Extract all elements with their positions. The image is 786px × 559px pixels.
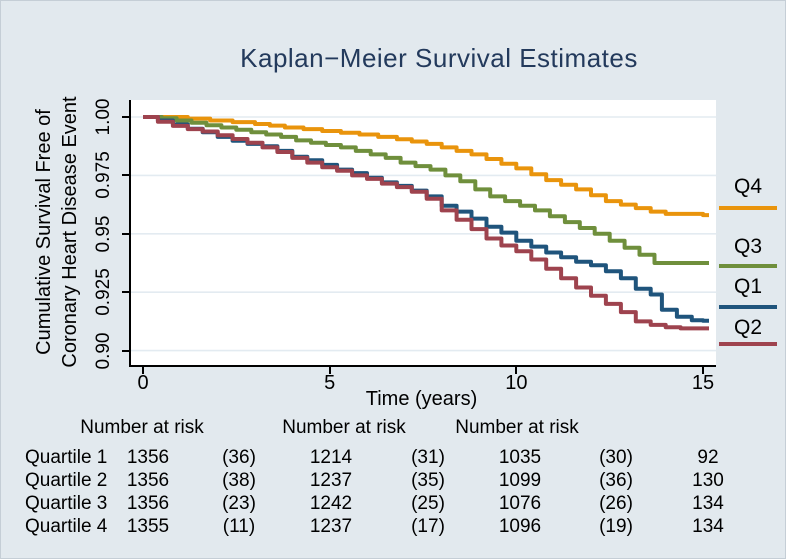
x-tick-label: 5 (324, 372, 336, 394)
risk-cell: (30) (599, 447, 633, 468)
risk-cell: 134 (692, 493, 724, 514)
y-tick-mark (122, 349, 130, 352)
plot-area (129, 100, 716, 367)
risk-cell: (17) (411, 516, 445, 537)
risk-cell: (36) (599, 470, 633, 491)
risk-row-label: Quartile 3 (25, 493, 108, 514)
risk-cell: 1214 (309, 447, 353, 468)
risk-cell: 1237 (309, 516, 353, 537)
y-axis-title-line1: Cumulative Survival Free of (33, 109, 55, 355)
x-axis-title: Time (years) (365, 388, 478, 410)
x-tick-mark (702, 367, 704, 374)
y-tick-mark (122, 291, 130, 294)
risk-cell: (31) (411, 447, 445, 468)
risk-table-header-1: Number at risk (80, 417, 204, 438)
risk-row-label: Quartile 2 (25, 470, 108, 491)
y-tick-mark (122, 174, 130, 177)
legend-line-q1 (719, 305, 777, 309)
legend-label-q4: Q4 (733, 175, 762, 198)
legend-label-q1: Q1 (733, 275, 762, 298)
y-axis-title-line2: Coronary Heart Disease Event (59, 96, 81, 368)
risk-cell: (25) (411, 493, 445, 514)
legend-line-q3 (719, 264, 777, 268)
y-tick-label: 0.925 (93, 268, 114, 316)
risk-cell: 1099 (498, 470, 542, 491)
risk-row-label: Quartile 1 (25, 447, 108, 468)
risk-cell: 1076 (498, 493, 542, 514)
risk-cell: (36) (222, 447, 256, 468)
x-tick-label: 15 (691, 372, 715, 394)
x-tick-mark (142, 367, 144, 374)
risk-cell: 1237 (309, 470, 353, 491)
y-tick-label: 0.95 (93, 215, 114, 253)
risk-cell: (26) (599, 493, 633, 514)
risk-cell: 130 (692, 470, 724, 491)
risk-cell: 1242 (309, 493, 353, 514)
risk-cell: 1356 (126, 493, 170, 514)
risk-row-label: Quartile 4 (25, 516, 108, 537)
legend-label-q2: Q2 (733, 316, 762, 339)
curve-q1 (143, 115, 709, 323)
x-tick-label: 0 (137, 372, 149, 394)
y-tick-mark (122, 232, 130, 235)
y-tick-label: 0.975 (93, 151, 114, 200)
y-tick-mark (122, 116, 130, 118)
y-axis-title: Cumulative Survival Free of Coronary Hea… (31, 96, 83, 367)
risk-cell: 92 (697, 447, 719, 468)
risk-cell: 1356 (126, 447, 170, 468)
curve-q3 (143, 115, 709, 265)
risk-cell: (23) (222, 493, 256, 514)
risk-cell: (19) (599, 516, 633, 537)
x-tick-label: 10 (505, 372, 528, 394)
risk-table-header-2: Number at risk (282, 417, 406, 438)
risk-cell: 1096 (498, 516, 542, 537)
risk-cell: 1035 (498, 447, 542, 468)
risk-cell: 134 (692, 516, 724, 537)
legend-label-q3: Q3 (733, 235, 762, 258)
risk-cell: (38) (222, 470, 256, 491)
curve-q4 (143, 115, 709, 218)
y-tick-label: 0.90 (93, 332, 114, 370)
x-tick-mark (515, 367, 518, 374)
risk-cell: 1356 (126, 470, 170, 491)
risk-cell: (35) (411, 470, 445, 491)
x-tick-mark (328, 367, 331, 374)
km-curves-canvas (131, 115, 716, 352)
chart-title: Kaplan−Meier Survival Estimates (240, 43, 638, 73)
curve-q2 (143, 115, 709, 331)
y-tick-label: 1.00 (93, 98, 114, 136)
risk-cell: 1355 (126, 516, 170, 537)
legend-line-q2 (719, 342, 777, 346)
risk-table-header-3: Number at risk (455, 417, 579, 438)
risk-cell: (11) (222, 516, 256, 537)
legend-line-q4 (719, 206, 777, 210)
